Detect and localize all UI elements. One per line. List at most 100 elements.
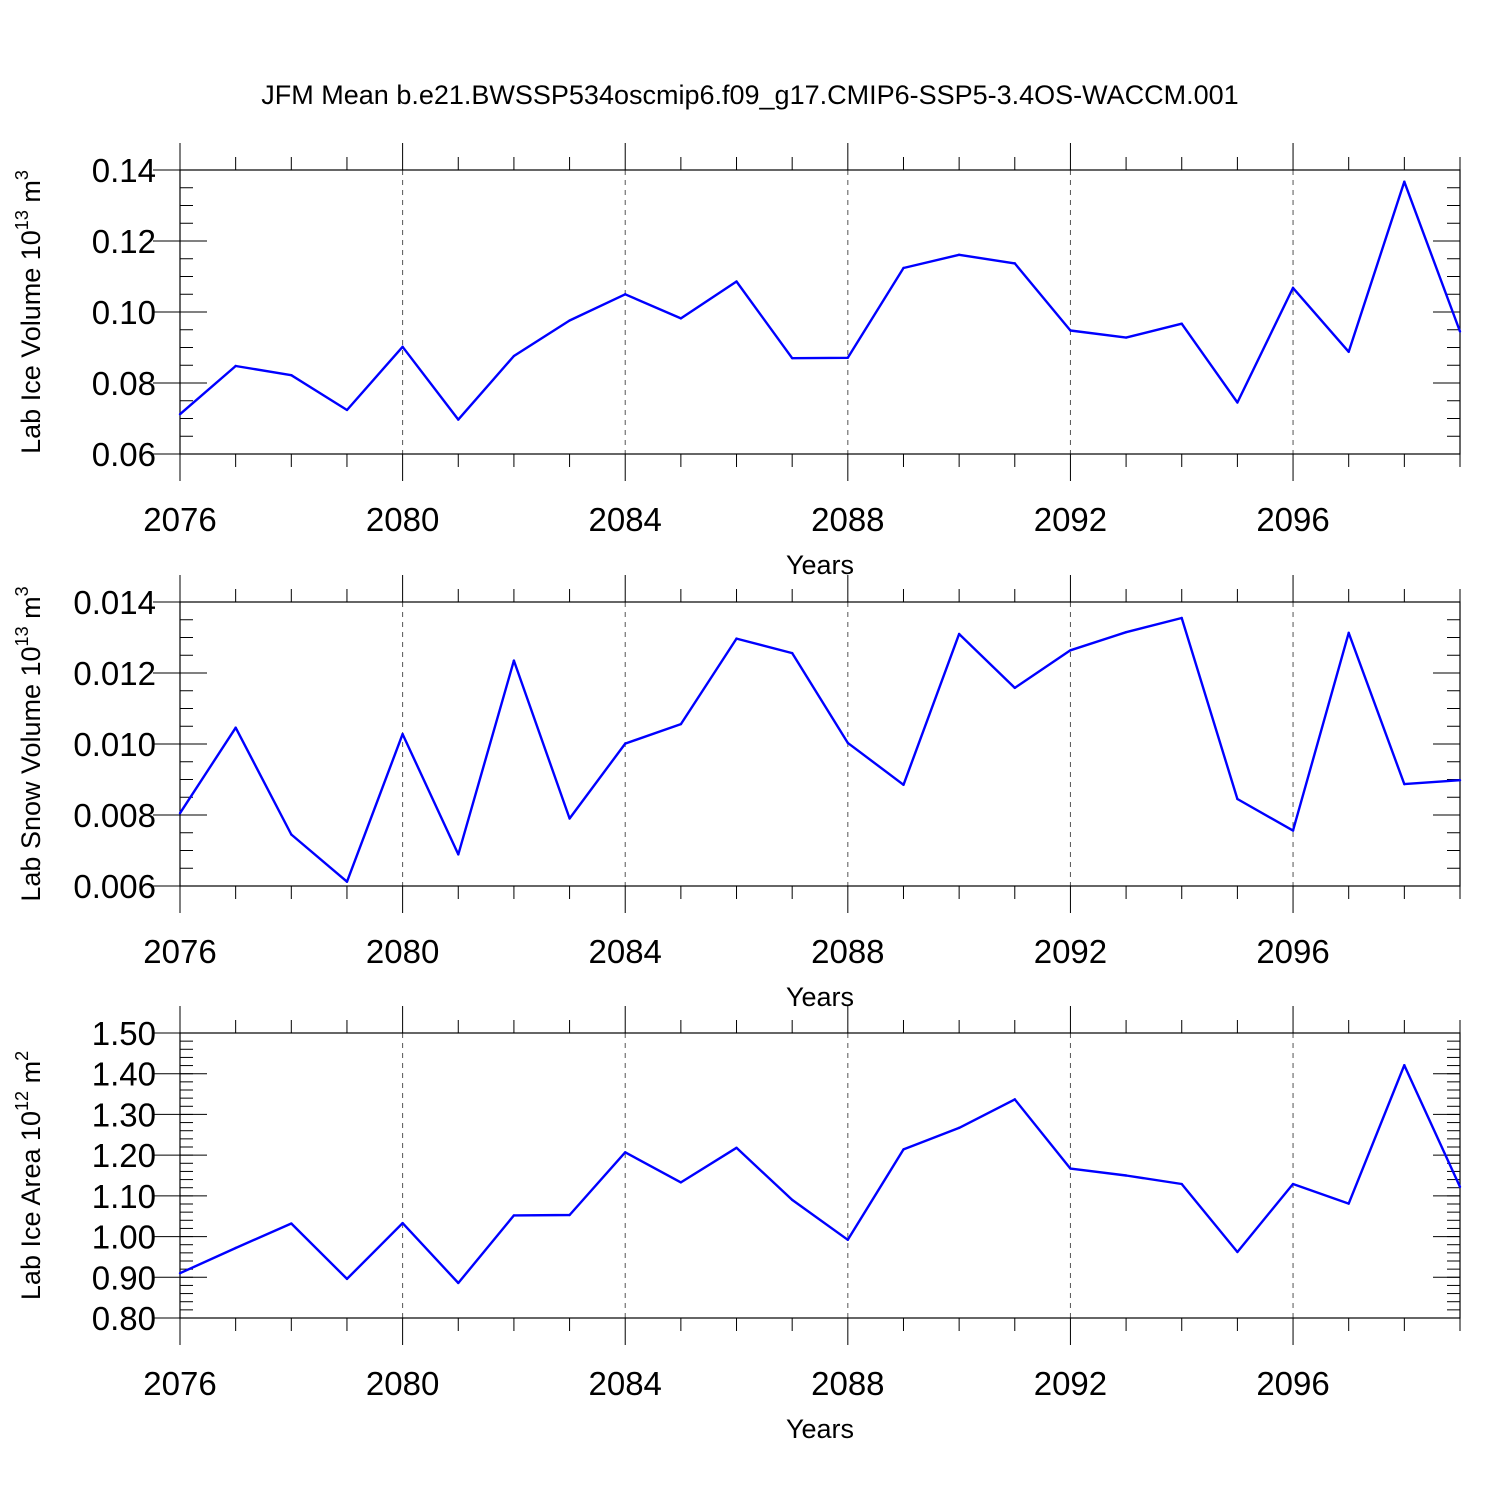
data-point xyxy=(1291,286,1295,290)
data-point xyxy=(902,783,905,787)
y-axis-label-exponent: 13 xyxy=(12,626,32,646)
data-point xyxy=(679,1181,683,1184)
figure-title: JFM Mean b.e21.BWSSP534oscmip6.f09_g17.C… xyxy=(261,80,1239,110)
data-point xyxy=(1347,1202,1350,1205)
y-axis-label: Lab Snow Volume 1013 m3 xyxy=(12,586,46,901)
data-point xyxy=(1180,616,1183,620)
y-tick-label: 1.50 xyxy=(92,1015,156,1052)
y-axis-label-main: Lab Ice Area 10 xyxy=(16,1111,46,1300)
x-tick-label: 2084 xyxy=(589,933,662,970)
x-tick-label: 2092 xyxy=(1034,1365,1107,1402)
data-point xyxy=(1180,322,1183,325)
y-axis-label-unit: m xyxy=(16,180,46,210)
data-point xyxy=(790,651,794,655)
y-axis-label-unit-exponent: 2 xyxy=(12,1051,32,1061)
chart-3: 0.80 0.901.00 1.10 1.20 1.301.40 1.50 2076 2080… xyxy=(12,1006,1462,1444)
data-point xyxy=(1124,1174,1128,1177)
data-point xyxy=(512,1214,516,1217)
data-point xyxy=(345,408,349,412)
data-point xyxy=(290,1222,293,1225)
data-point xyxy=(234,726,237,729)
data-point xyxy=(1347,350,1350,353)
data-point xyxy=(790,1198,794,1202)
data-point xyxy=(290,373,293,377)
data-point xyxy=(457,1281,460,1285)
x-tick-label: 2080 xyxy=(366,1365,439,1402)
y-tick-label: 0.006 xyxy=(73,868,156,905)
data-point xyxy=(735,637,738,640)
data-point xyxy=(512,659,516,662)
data-point xyxy=(902,266,905,270)
x-tick-label: 2088 xyxy=(811,933,884,970)
y-tick-label: 0.014 xyxy=(73,584,156,621)
data-point xyxy=(1069,649,1072,652)
y-tick-label: 1.00 xyxy=(92,1219,156,1256)
data-point xyxy=(345,1277,349,1281)
data-point xyxy=(624,293,627,296)
data-point xyxy=(1403,782,1406,786)
data-point xyxy=(1013,1098,1016,1101)
y-tick-label: 0.06 xyxy=(92,436,156,473)
x-tick-label: 2096 xyxy=(1256,501,1329,538)
y-axis-label: Lab Ice Volume 1013 m3 xyxy=(12,170,46,454)
chart-1: 0.06 0.08 0.10 0.12 0.14 2076 2080 2084 2088 2092… xyxy=(12,143,1462,580)
data-point xyxy=(568,817,571,820)
x-tick-label: 2080 xyxy=(366,933,439,970)
y-axis-label-unit-exponent: 3 xyxy=(12,586,32,596)
y-tick-label: 0.12 xyxy=(92,223,156,260)
x-tick-label: 2080 xyxy=(366,501,439,538)
series-line xyxy=(179,1063,1462,1285)
data-point xyxy=(234,364,237,368)
y-axis-label-main: Lab Snow Volume 10 xyxy=(16,646,46,901)
data-point xyxy=(735,280,738,283)
x-tick-label: 2096 xyxy=(1256,1365,1329,1402)
plot-frame xyxy=(179,601,1461,887)
x-axis-label: Years xyxy=(786,982,854,1012)
x-axis-label: Years xyxy=(786,1414,854,1444)
x-tick-label: 2076 xyxy=(143,1365,216,1402)
data-point xyxy=(345,880,349,883)
data-point xyxy=(624,1151,627,1154)
y-axis-label: Lab Ice Area 1012 m2 xyxy=(12,1051,46,1300)
y-tick-label: 1.40 xyxy=(92,1056,156,1093)
data-point xyxy=(957,1126,961,1130)
data-point xyxy=(624,742,627,745)
plot-frame xyxy=(179,169,1461,455)
data-point xyxy=(1069,1167,1072,1170)
data-point xyxy=(401,732,404,736)
y-tick-label: 1.10 xyxy=(92,1178,156,1215)
data-point xyxy=(1124,630,1128,634)
data-point xyxy=(846,356,850,359)
data-point xyxy=(290,833,293,836)
data-point xyxy=(902,1148,905,1151)
y-tick-label: 0.10 xyxy=(92,294,156,331)
y-axis-label-unit-exponent: 3 xyxy=(12,170,32,180)
data-point xyxy=(846,741,850,745)
y-axis-label-main: Lab Ice Volume 10 xyxy=(16,230,46,454)
data-point xyxy=(457,418,460,421)
x-tick-label: 2092 xyxy=(1034,933,1107,970)
data-point xyxy=(1291,829,1295,832)
x-tick-label: 2084 xyxy=(589,501,662,538)
data-point xyxy=(1458,330,1462,333)
data-point xyxy=(1069,329,1072,332)
data-point xyxy=(1236,401,1239,404)
data-point xyxy=(1013,686,1016,690)
data-point xyxy=(178,413,182,416)
series-line xyxy=(179,180,1462,421)
data-point xyxy=(679,317,683,320)
data-point xyxy=(957,632,961,636)
x-tick-label: 2092 xyxy=(1034,501,1107,538)
data-point xyxy=(178,1272,182,1275)
data-point xyxy=(401,345,404,348)
data-point xyxy=(1403,180,1406,183)
plot-frame xyxy=(179,1032,1461,1319)
data-point xyxy=(401,1221,404,1225)
y-axis-label-exponent: 12 xyxy=(12,1091,32,1111)
y-tick-label: 0.012 xyxy=(73,655,156,692)
data-point xyxy=(1013,262,1016,265)
data-point xyxy=(1347,631,1350,635)
data-point xyxy=(735,1146,738,1150)
